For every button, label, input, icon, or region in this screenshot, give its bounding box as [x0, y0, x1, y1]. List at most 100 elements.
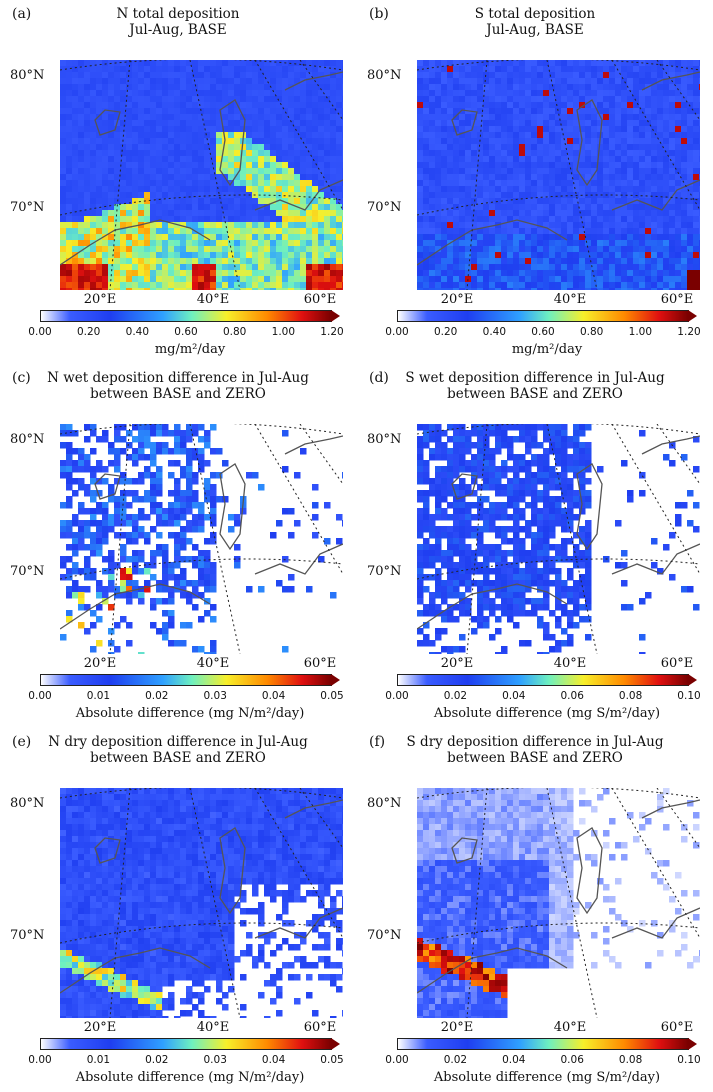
heatmap-cell [519, 210, 526, 217]
heatmap-cell [150, 252, 157, 259]
heatmap-cell [270, 162, 277, 169]
heatmap-cell [270, 270, 277, 277]
heatmap-cell [435, 174, 442, 181]
heatmap-cell [603, 102, 610, 109]
heatmap-cell [441, 186, 448, 193]
heatmap-cell [66, 568, 73, 575]
heatmap-cell [294, 216, 301, 223]
heatmap-cell [138, 276, 145, 283]
heatmap-cell [174, 66, 181, 73]
heatmap-cell [198, 258, 205, 265]
heatmap-cell [282, 264, 289, 271]
heatmap-cell [84, 222, 91, 229]
heatmap-cell [108, 78, 115, 85]
heatmap-cell [507, 276, 514, 283]
heatmap-cell [96, 102, 103, 109]
heatmap-cell [573, 228, 580, 235]
heatmap-cell [531, 442, 538, 449]
heatmap-cell [495, 60, 502, 67]
heatmap-cell [651, 60, 658, 67]
heatmap-cell [96, 216, 103, 223]
heatmap-cell [330, 228, 337, 235]
heatmap-cell [675, 120, 682, 127]
colorbar-extend-arrow [331, 674, 340, 686]
heatmap-cell [423, 216, 430, 223]
heatmap-cell [180, 180, 187, 187]
heatmap-cell [441, 114, 448, 121]
heatmap-cell [441, 252, 448, 259]
heatmap-cell [102, 150, 109, 157]
heatmap-cell [615, 228, 622, 235]
heatmap-cell [525, 204, 532, 211]
heatmap-cell [234, 72, 241, 79]
heatmap-cell [60, 430, 67, 437]
heatmap-cell [264, 258, 271, 265]
heatmap-cell [138, 120, 145, 127]
heatmap-cell [102, 108, 109, 115]
heatmap-cell [693, 120, 700, 127]
heatmap-cell [603, 174, 610, 181]
heatmap-cell [78, 180, 85, 187]
heatmap-cell [96, 526, 103, 533]
heatmap-cell [537, 162, 544, 169]
heatmap-cell [423, 234, 430, 241]
heatmap-cell [483, 276, 490, 283]
heatmap-cell [609, 270, 616, 277]
heatmap-cell [501, 84, 508, 91]
heatmap-cell [459, 144, 466, 151]
heatmap-cell [669, 150, 676, 157]
heatmap-cell [186, 204, 193, 211]
heatmap-cell [567, 120, 574, 127]
heatmap-cell [693, 436, 700, 443]
colorbar-unit-label: mg/m²/day [154, 342, 226, 357]
heatmap-cell [537, 216, 544, 223]
heatmap-cell [429, 478, 436, 485]
heatmap-cell [567, 114, 574, 121]
heatmap-cell [96, 138, 103, 145]
heatmap-cell [156, 544, 163, 551]
heatmap-cell [453, 276, 460, 283]
heatmap-cell [66, 288, 73, 290]
heatmap-cell [537, 496, 544, 503]
heatmap-cell [192, 156, 199, 163]
heatmap-cell [543, 484, 550, 491]
heatmap-cell [657, 192, 664, 199]
heatmap-cell [144, 126, 151, 133]
heatmap-cell [561, 288, 568, 290]
heatmap-cell [453, 282, 460, 289]
heatmap-cell [507, 132, 514, 139]
heatmap-cell [288, 192, 295, 199]
heatmap-cell [276, 78, 283, 85]
heatmap-cell [525, 66, 532, 73]
heatmap-cell [441, 484, 448, 491]
heatmap-cell [525, 102, 532, 109]
graticule-line [189, 424, 241, 654]
heatmap-cell [132, 556, 139, 563]
heatmap-cell [543, 466, 550, 473]
heatmap-cell [96, 132, 103, 139]
heatmap-cell [120, 532, 127, 539]
heatmap-cell [453, 514, 460, 521]
heatmap-cell [84, 90, 91, 97]
heatmap-cell [204, 222, 211, 229]
heatmap-cell [501, 114, 508, 121]
heatmap-cell [567, 508, 574, 515]
heatmap-cell [453, 234, 460, 241]
heatmap-cell [330, 252, 337, 259]
heatmap-cell [447, 538, 454, 545]
heatmap-cell [651, 282, 658, 289]
heatmap-cell [537, 72, 544, 79]
heatmap-cell [519, 216, 526, 223]
heatmap-cell [210, 276, 217, 283]
heatmap-cell [513, 228, 520, 235]
heatmap-cell [699, 120, 700, 127]
heatmap-cell [645, 228, 652, 235]
coastline [576, 99, 603, 187]
heatmap-cell [252, 216, 259, 223]
heatmap-cell [126, 622, 133, 629]
heatmap-cell [579, 430, 586, 437]
heatmap-cell [453, 436, 460, 443]
heatmap-cell [174, 436, 181, 443]
heatmap-cell [216, 198, 223, 205]
heatmap-cell [90, 514, 97, 521]
